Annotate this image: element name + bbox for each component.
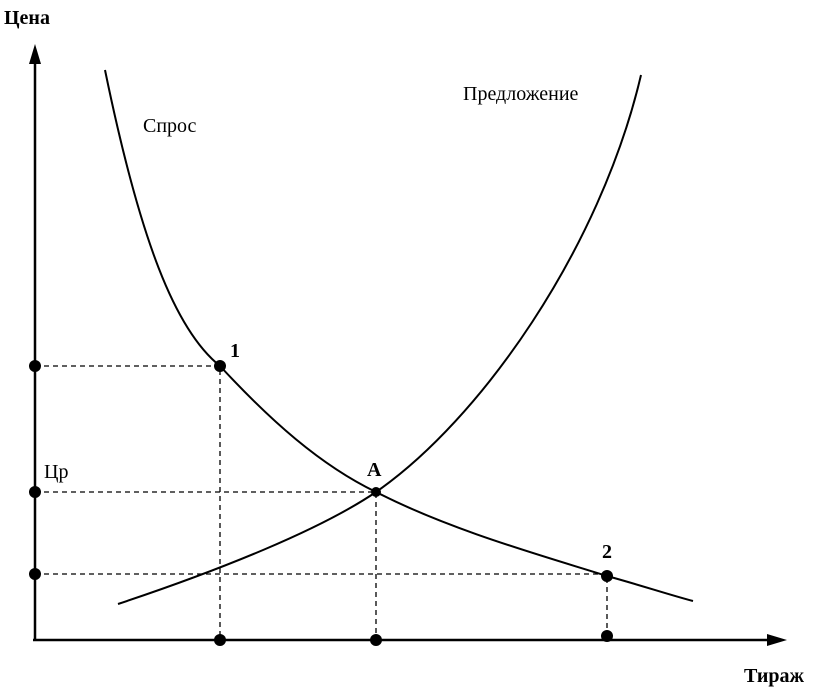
x-arrow [767, 634, 787, 646]
price-label: Цр [44, 461, 68, 483]
dot [370, 634, 382, 646]
supply-curve [117, 74, 642, 605]
point-label: 1 [230, 340, 240, 362]
y-axis-label: Цена [4, 7, 50, 29]
dot [371, 487, 381, 497]
dot [601, 570, 613, 582]
y-arrow [29, 44, 41, 64]
guide-a [35, 491, 377, 640]
dot [29, 568, 41, 580]
dot [601, 630, 613, 642]
guide-1 [35, 365, 221, 640]
point-label: 2 [602, 541, 612, 563]
x-axis-label: Тираж [744, 665, 804, 687]
supply-label: Предложение [463, 83, 579, 105]
demand-curve [104, 69, 694, 602]
dot [214, 360, 226, 372]
point-label: A [367, 459, 382, 481]
dot [29, 360, 41, 372]
dot [29, 486, 41, 498]
demand-label: Спрос [143, 115, 197, 137]
points [29, 360, 613, 646]
dot [214, 634, 226, 646]
guide-2 [35, 573, 608, 636]
